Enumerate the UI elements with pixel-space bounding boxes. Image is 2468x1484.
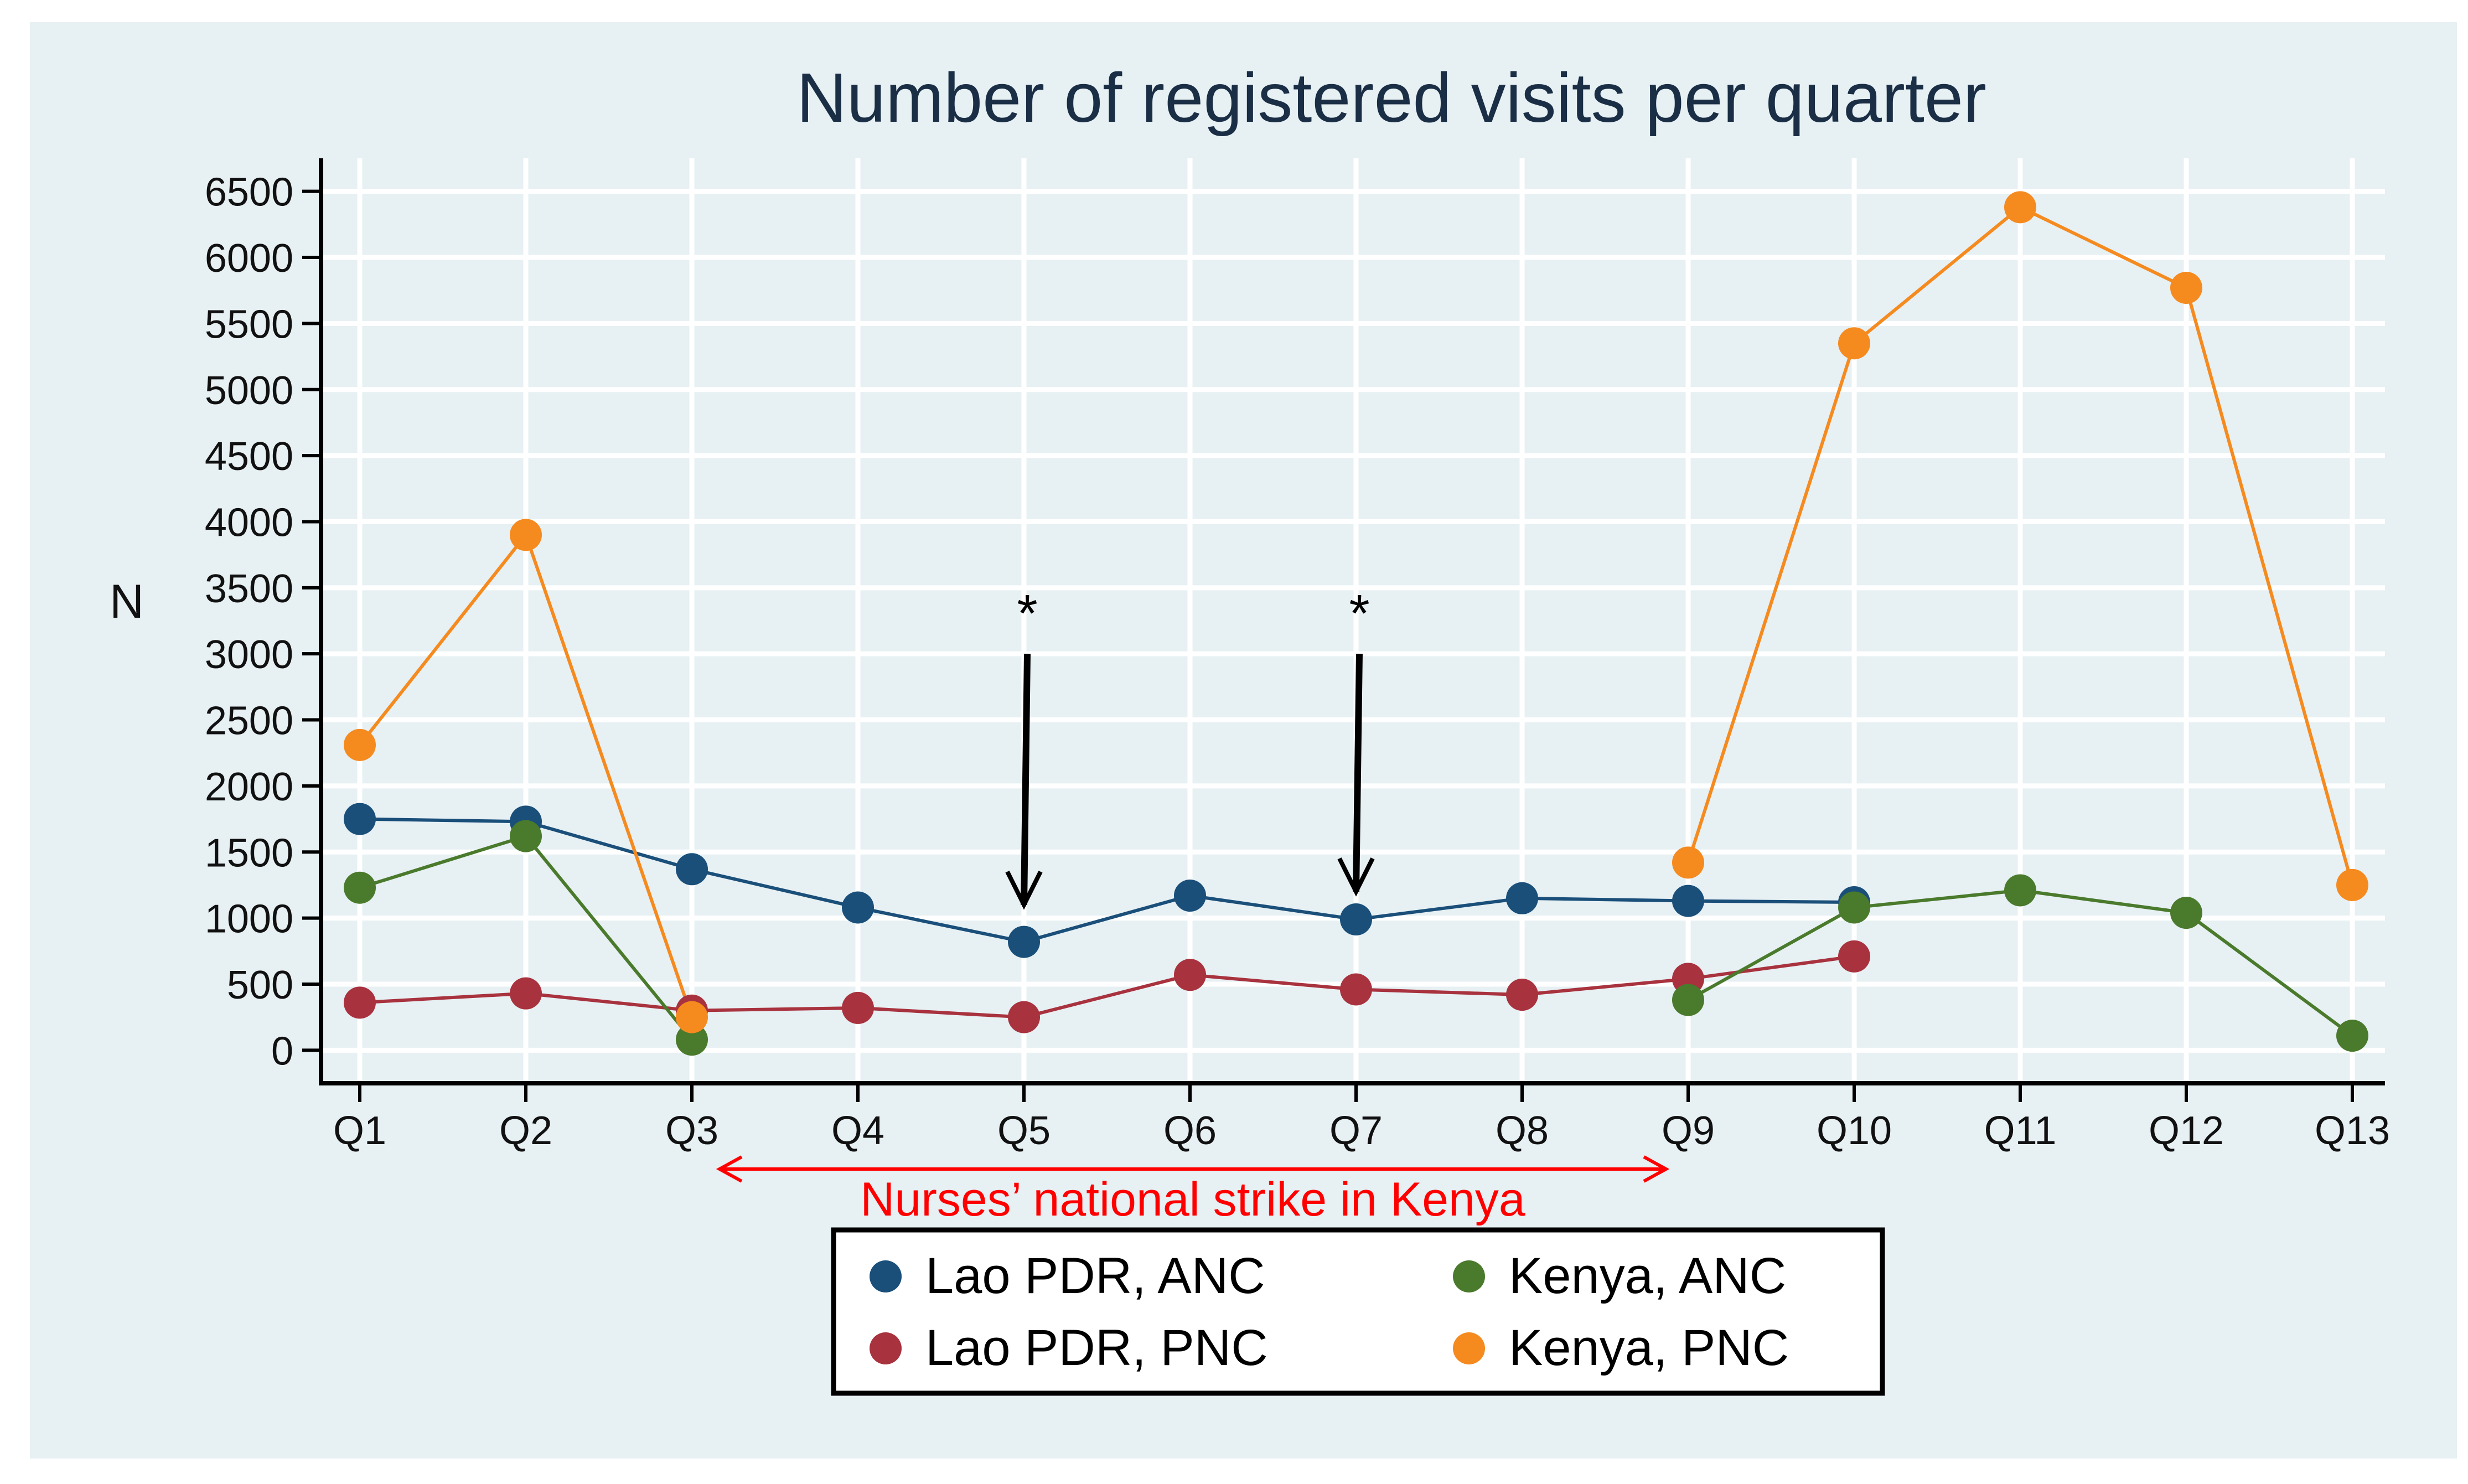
data-point — [1174, 959, 1206, 991]
series-line-0-0 — [359, 817, 1855, 944]
legend: Lao PDR, ANC Lao PDR, PNC Kenya, ANC Ken… — [831, 1227, 1885, 1396]
legend-label-lao-pnc: Lao PDR, PNC — [925, 1320, 1268, 1376]
data-point — [344, 986, 376, 1019]
data-point — [510, 977, 542, 1010]
x-tick-label: Q2 — [499, 1109, 552, 1153]
line-chart: 0 500 1000 1500 2000 2500 3000 3500 4000 4500 5000… — [110, 59, 2390, 1396]
data-point — [1672, 885, 1704, 917]
x-tick-label: Q5 — [997, 1109, 1051, 1153]
y-tick-label: 4000 — [205, 500, 293, 545]
x-tick-label: Q11 — [1984, 1109, 2057, 1153]
data-point — [1506, 882, 1538, 914]
chart-frame: 0 500 1000 1500 2000 2500 3000 3500 4000 4500 5000… — [30, 22, 2457, 1459]
data-point — [2004, 191, 2036, 224]
annotation-arrow-head — [1005, 870, 1043, 910]
data-point — [1008, 1001, 1040, 1033]
data-point — [2336, 868, 2368, 901]
strike-arrow-head-left — [716, 1155, 743, 1183]
legend-box — [831, 1227, 1885, 1396]
data-point — [510, 519, 542, 551]
x-tick-label: Q13 — [2315, 1109, 2390, 1153]
y-tick-label: 5000 — [205, 369, 293, 413]
data-point — [344, 871, 376, 904]
data-point — [1174, 880, 1206, 912]
data-point — [842, 891, 874, 924]
y-tick-label: 4500 — [205, 435, 293, 479]
x-tick-label: Q8 — [1496, 1109, 1549, 1153]
legend-label-kenya-pnc: Kenya, PNC — [1509, 1320, 1789, 1376]
y-tick-label: 3000 — [205, 633, 293, 677]
data-point — [676, 1023, 708, 1056]
data-point — [2170, 897, 2202, 929]
y-tick-label: 2000 — [205, 765, 293, 809]
y-tick-label: 0 — [271, 1029, 293, 1073]
legend-label-kenya-anc: Kenya, ANC — [1509, 1248, 1786, 1304]
series-line-1-0 — [359, 954, 1855, 1019]
annotation-asterisk: * — [1349, 584, 1369, 643]
y-tick-label: 500 — [227, 963, 293, 1007]
chart-title: Number of registered visits per quarter — [796, 59, 1986, 137]
y-axis-label: N — [110, 575, 144, 628]
strike-arrow-head-right — [1643, 1155, 1670, 1183]
annotation-arrow-shaft — [1021, 654, 1031, 905]
data-point — [2336, 1020, 2368, 1052]
y-tick-label: 5500 — [205, 302, 293, 347]
data-point — [510, 820, 542, 852]
annotations: * * Nurses’ national strike in Kenya — [716, 584, 1670, 1226]
data-point — [1506, 979, 1538, 1011]
data-point — [842, 991, 874, 1024]
axes: 0 500 1000 1500 2000 2500 3000 3500 4000 4500 5000… — [205, 158, 2390, 1153]
y-tick-label: 3500 — [205, 567, 293, 611]
x-tick-label: Q1 — [333, 1109, 386, 1153]
annotation-asterisk: * — [1017, 584, 1037, 643]
annotation-arrow-shaft — [1353, 654, 1363, 892]
y-tick-label: 2500 — [205, 699, 293, 743]
series-layer — [344, 191, 2368, 1056]
x-tick-label: Q7 — [1329, 1109, 1383, 1153]
legend-marker-kenya-anc — [1453, 1260, 1485, 1292]
data-point — [2170, 271, 2202, 304]
data-point — [1340, 903, 1372, 935]
x-tick-label: Q12 — [2149, 1109, 2224, 1153]
data-point — [1838, 327, 1870, 360]
x-tick-label: Q4 — [831, 1109, 884, 1153]
data-point — [344, 728, 376, 761]
x-tick-label: Q10 — [1817, 1109, 1892, 1153]
data-point — [1672, 846, 1704, 879]
data-point — [676, 853, 708, 886]
data-point — [344, 803, 376, 835]
y-tick-label: 1500 — [205, 831, 293, 875]
strike-label: Nurses’ national strike in Kenya — [860, 1173, 1525, 1226]
data-point — [1838, 891, 1870, 924]
data-point — [676, 1001, 708, 1033]
y-tick-label: 6500 — [205, 170, 293, 215]
legend-marker-lao-pnc — [870, 1332, 902, 1364]
data-point — [1838, 940, 1870, 973]
data-point — [1008, 925, 1040, 958]
legend-marker-kenya-pnc — [1453, 1332, 1485, 1364]
annotation-arrow-head — [1337, 857, 1375, 897]
data-point — [2004, 874, 2036, 907]
x-tick-label: Q3 — [665, 1109, 718, 1153]
x-tick-label: Q9 — [1662, 1109, 1715, 1153]
y-tick-label: 6000 — [205, 236, 293, 281]
y-tick-label: 1000 — [205, 897, 293, 942]
grid-lines — [321, 158, 2385, 1083]
data-point — [1340, 973, 1372, 1006]
legend-marker-lao-anc — [870, 1260, 902, 1292]
legend-label-lao-anc: Lao PDR, ANC — [925, 1248, 1265, 1304]
data-point — [1672, 984, 1704, 1016]
x-tick-label: Q6 — [1163, 1109, 1217, 1153]
